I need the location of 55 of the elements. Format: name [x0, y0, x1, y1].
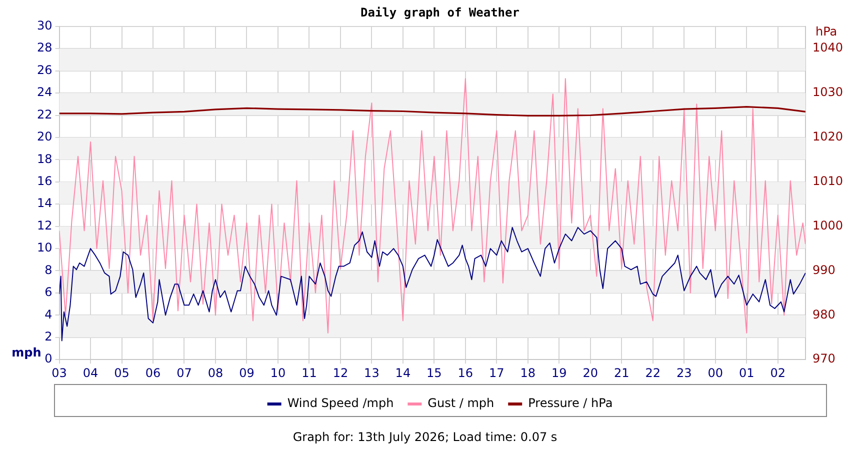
y-tick-label: 12 [36, 218, 52, 232]
y-tick-label: 22 [36, 107, 52, 122]
x-tick-label: 21 [614, 366, 630, 380]
x-tick-label: 07 [176, 366, 192, 380]
x-tick-label: 22 [645, 366, 661, 380]
y-tick-label: 18 [36, 152, 52, 166]
x-tick-label: 04 [82, 366, 98, 380]
chart-title: Daily graph of Weather [360, 5, 520, 20]
y-tick-label: 2 [44, 330, 52, 344]
y2-tick-label: 1000 [812, 218, 844, 232]
x-tick-label: 16 [458, 366, 474, 380]
x-tick-label: 01 [738, 366, 754, 380]
x-tick-label: 10 [270, 366, 286, 380]
y-tick-label: 6 [44, 285, 52, 300]
y-tick-label: 14 [36, 196, 52, 210]
legend-label: Gust / mph [428, 396, 494, 410]
y-tick-label: 10 [36, 240, 52, 255]
x-tick-label: 12 [332, 366, 348, 380]
y2-axis-title: hPa [815, 24, 838, 39]
x-tick-label: 11 [302, 366, 317, 380]
y-tick-label: 24 [36, 85, 52, 100]
y-tick-label: 20 [36, 130, 52, 144]
y2-tick-label: 1040 [812, 40, 844, 55]
x-tick-label: 00 [708, 366, 724, 380]
y2-tick-label: 1010 [812, 174, 844, 188]
x-tick-label: 13 [364, 366, 380, 380]
y2-tick-label: 990 [812, 262, 836, 277]
y-tick-label: 0 [44, 352, 52, 366]
y-tick-label: 16 [36, 174, 52, 188]
y-tick-label: 30 [36, 18, 52, 33]
x-tick-label: 15 [426, 366, 442, 380]
x-tick-label: 08 [208, 366, 224, 380]
text: Graph for: 13th July 2026; Load time: 0.07 s [292, 430, 558, 444]
x-tick-label: 09 [239, 366, 254, 380]
y-tick-label: 4 [44, 307, 52, 322]
legend-label: Wind Speed /mph [287, 396, 394, 410]
y2-tick-label: 980 [812, 307, 836, 322]
y-tick-label: 28 [36, 40, 52, 55]
y2-tick-label: 1020 [812, 130, 844, 144]
x-tick-label: 20 [582, 366, 598, 380]
x-tick-label: 14 [395, 366, 411, 380]
x-tick-label: 17 [489, 366, 504, 380]
x-tick-label: 06 [145, 366, 161, 380]
y-tick-label: 26 [36, 62, 52, 77]
y-axis-title: mph [12, 346, 42, 360]
x-tick-label: 18 [520, 366, 536, 380]
y2-tick-label: 1030 [812, 85, 844, 100]
x-tick-label: 19 [552, 366, 567, 380]
x-tick-label: 02 [770, 366, 786, 380]
y-tick-label: 8 [44, 262, 52, 277]
y2-tick-label: 970 [812, 352, 836, 366]
legend-label: Pressure / hPa [528, 396, 613, 410]
x-tick-label: 05 [114, 366, 130, 380]
x-tick-label: 23 [676, 366, 692, 380]
x-tick-label: 03 [52, 366, 67, 380]
